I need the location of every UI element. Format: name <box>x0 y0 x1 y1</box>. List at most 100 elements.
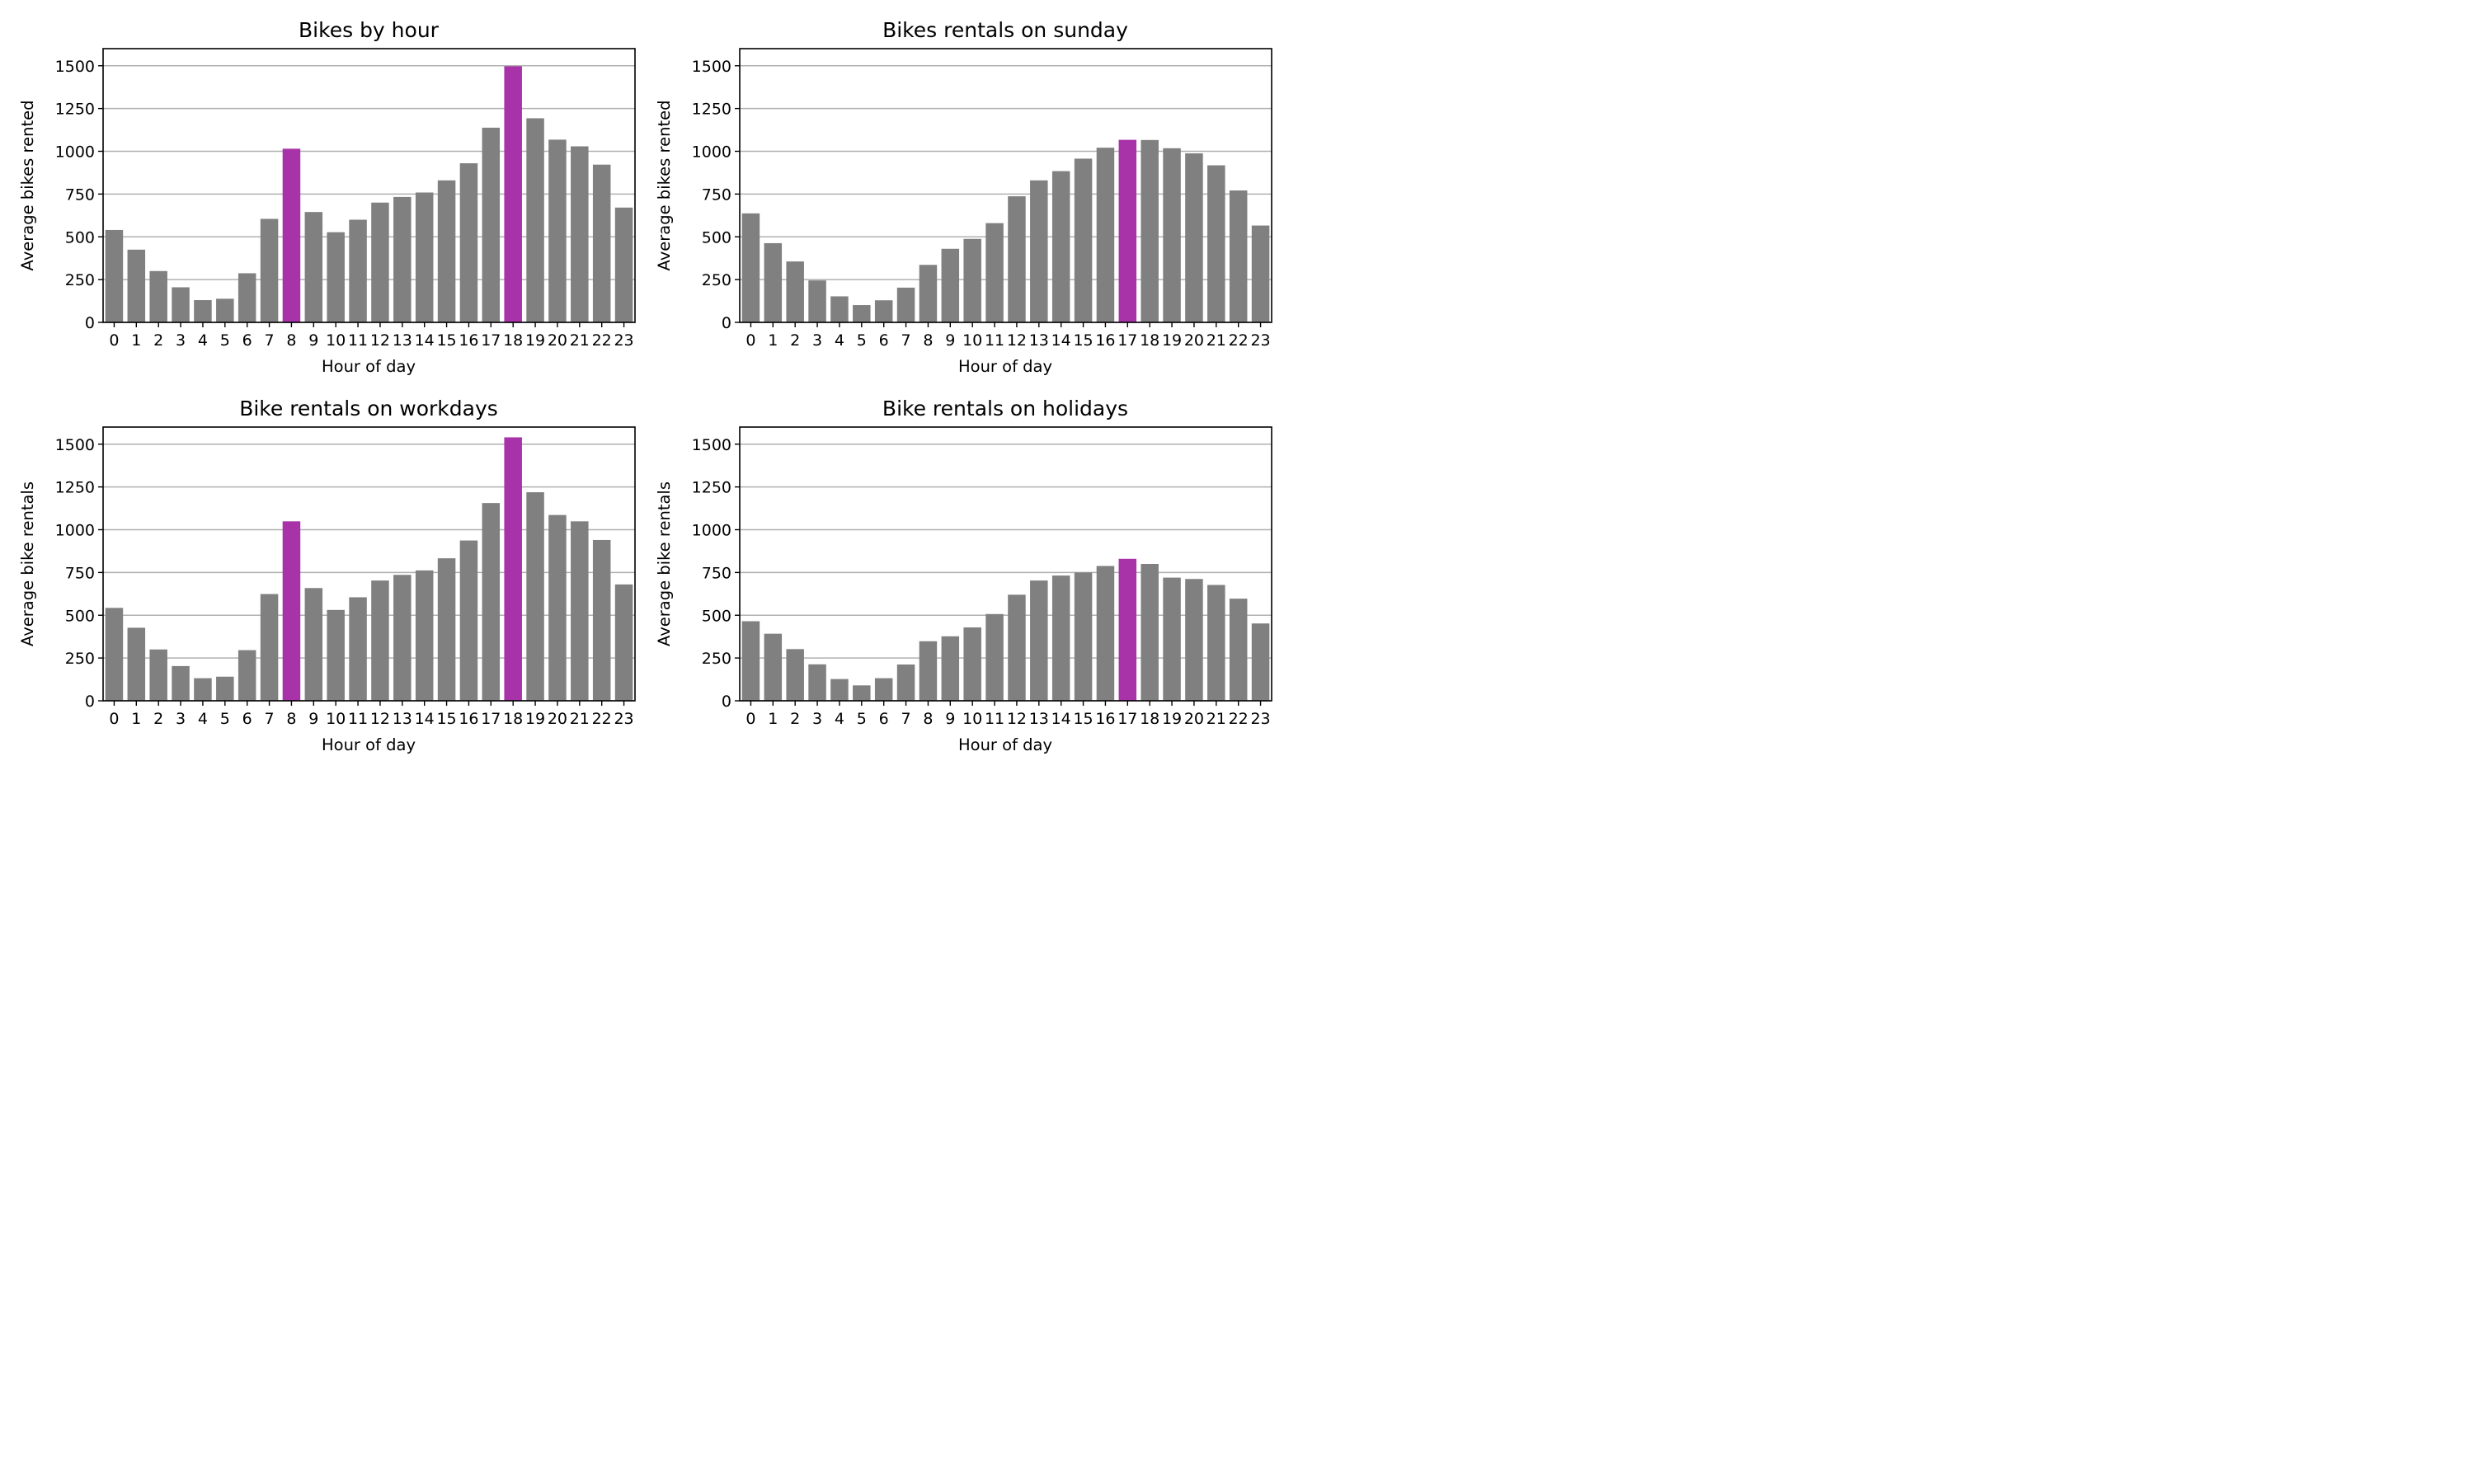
bar <box>1074 158 1093 322</box>
y-tick-label: 1250 <box>55 101 95 119</box>
x-tick-label: 23 <box>614 710 633 728</box>
x-tick-label: 7 <box>901 710 911 728</box>
bar <box>437 558 456 701</box>
bar <box>764 242 783 322</box>
x-tick-label: 21 <box>1206 710 1226 728</box>
bar <box>1163 577 1181 701</box>
x-tick-label: 13 <box>393 710 412 728</box>
x-tick-label: 11 <box>348 710 368 728</box>
x-tick-label: 21 <box>570 710 590 728</box>
x-tick-label: 15 <box>1073 331 1093 350</box>
x-tick-label: 8 <box>923 710 933 728</box>
x-tick-label: 23 <box>1250 331 1270 350</box>
bar <box>194 300 212 322</box>
bar <box>1051 171 1070 322</box>
x-tick-label: 14 <box>1051 710 1071 728</box>
y-tick-label: 750 <box>702 186 731 204</box>
bar-highlighted <box>1118 558 1137 701</box>
chart-title: Bike rentals on workdays <box>239 397 498 420</box>
x-tick-label: 0 <box>745 331 755 350</box>
x-tick-label: 17 <box>481 710 501 728</box>
bar <box>1096 566 1115 701</box>
bar <box>105 229 124 322</box>
x-tick-label: 12 <box>370 710 390 728</box>
x-tick-label: 9 <box>945 331 955 350</box>
bar <box>526 492 544 701</box>
bar <box>985 223 1004 322</box>
x-tick-label: 11 <box>985 331 1004 350</box>
bar <box>149 270 167 322</box>
bar <box>1163 148 1181 322</box>
panel-bikes-by-hour: Bikes by hour Hour of day Average bikes … <box>18 18 636 376</box>
bar <box>614 207 633 322</box>
bar <box>371 580 389 701</box>
bar <box>1096 148 1115 322</box>
bar <box>741 621 760 701</box>
axes-frame <box>102 48 636 323</box>
bar <box>1141 564 1159 701</box>
x-tick-label: 9 <box>308 331 318 350</box>
x-tick-label: 19 <box>1162 710 1182 728</box>
x-tick-label: 4 <box>198 331 208 350</box>
x-tick-label: 13 <box>1029 710 1049 728</box>
x-tick-label: 2 <box>153 331 163 350</box>
x-tick-label: 17 <box>481 331 501 350</box>
bar <box>260 594 279 701</box>
y-tick-label: 0 <box>85 314 95 332</box>
x-tick-label: 2 <box>790 710 800 728</box>
x-tick-label: 16 <box>459 331 478 350</box>
y-tick-label: 750 <box>65 186 95 204</box>
y-tick-label: 500 <box>702 228 731 247</box>
bar <box>919 265 938 322</box>
x-tick-label: 16 <box>459 710 478 728</box>
bar <box>482 503 501 701</box>
bar <box>941 636 960 701</box>
y-axis-label: Average bike rentals <box>655 481 674 646</box>
x-tick-label: 20 <box>1184 710 1204 728</box>
y-tick-label: 500 <box>65 228 95 247</box>
x-tick-label: 9 <box>945 710 955 728</box>
y-tick-label: 0 <box>85 693 95 711</box>
x-tick-label: 14 <box>415 710 435 728</box>
bar <box>327 609 345 701</box>
x-tick-label: 21 <box>570 331 590 350</box>
x-tick-label: 10 <box>962 331 982 350</box>
x-tick-label: 16 <box>1095 710 1115 728</box>
x-tick-label: 17 <box>1117 710 1137 728</box>
x-tick-label: 8 <box>286 710 296 728</box>
bar <box>1051 575 1070 701</box>
y-tick-label: 250 <box>702 271 731 289</box>
x-tick-label: 12 <box>1007 331 1027 350</box>
x-tick-label: 13 <box>393 331 412 350</box>
x-tick-label: 3 <box>176 331 186 350</box>
x-tick-label: 11 <box>985 710 1004 728</box>
bar <box>1207 585 1225 701</box>
bar <box>1008 594 1026 701</box>
bar-highlighted <box>504 66 522 322</box>
bar <box>1229 190 1248 322</box>
bar <box>548 514 567 701</box>
bar <box>786 649 804 701</box>
y-axis-label: Average bike rentals <box>18 481 37 646</box>
x-tick-label: 6 <box>242 710 252 728</box>
y-tick-label: 1250 <box>692 479 731 497</box>
x-tick-label: 20 <box>1184 331 1204 350</box>
bar <box>808 280 826 322</box>
x-tick-label: 6 <box>879 331 889 350</box>
y-tick-label: 500 <box>702 607 731 625</box>
bar <box>1008 196 1026 322</box>
bar <box>786 261 804 322</box>
x-tick-label: 9 <box>308 710 318 728</box>
bar <box>349 597 367 701</box>
x-tick-label: 10 <box>326 331 346 350</box>
x-tick-label: 22 <box>1229 331 1249 350</box>
bar <box>874 300 893 322</box>
x-tick-label: 18 <box>503 710 523 728</box>
x-tick-label: 16 <box>1095 331 1115 350</box>
panel-workdays: Bike rentals on workdays Hour of day Ave… <box>18 397 636 754</box>
bar <box>896 665 915 701</box>
axes-frame <box>102 426 636 702</box>
y-tick-label: 1500 <box>692 436 731 454</box>
chart-title: Bike rentals on holidays <box>882 397 1128 420</box>
x-tick-label: 23 <box>1250 710 1270 728</box>
